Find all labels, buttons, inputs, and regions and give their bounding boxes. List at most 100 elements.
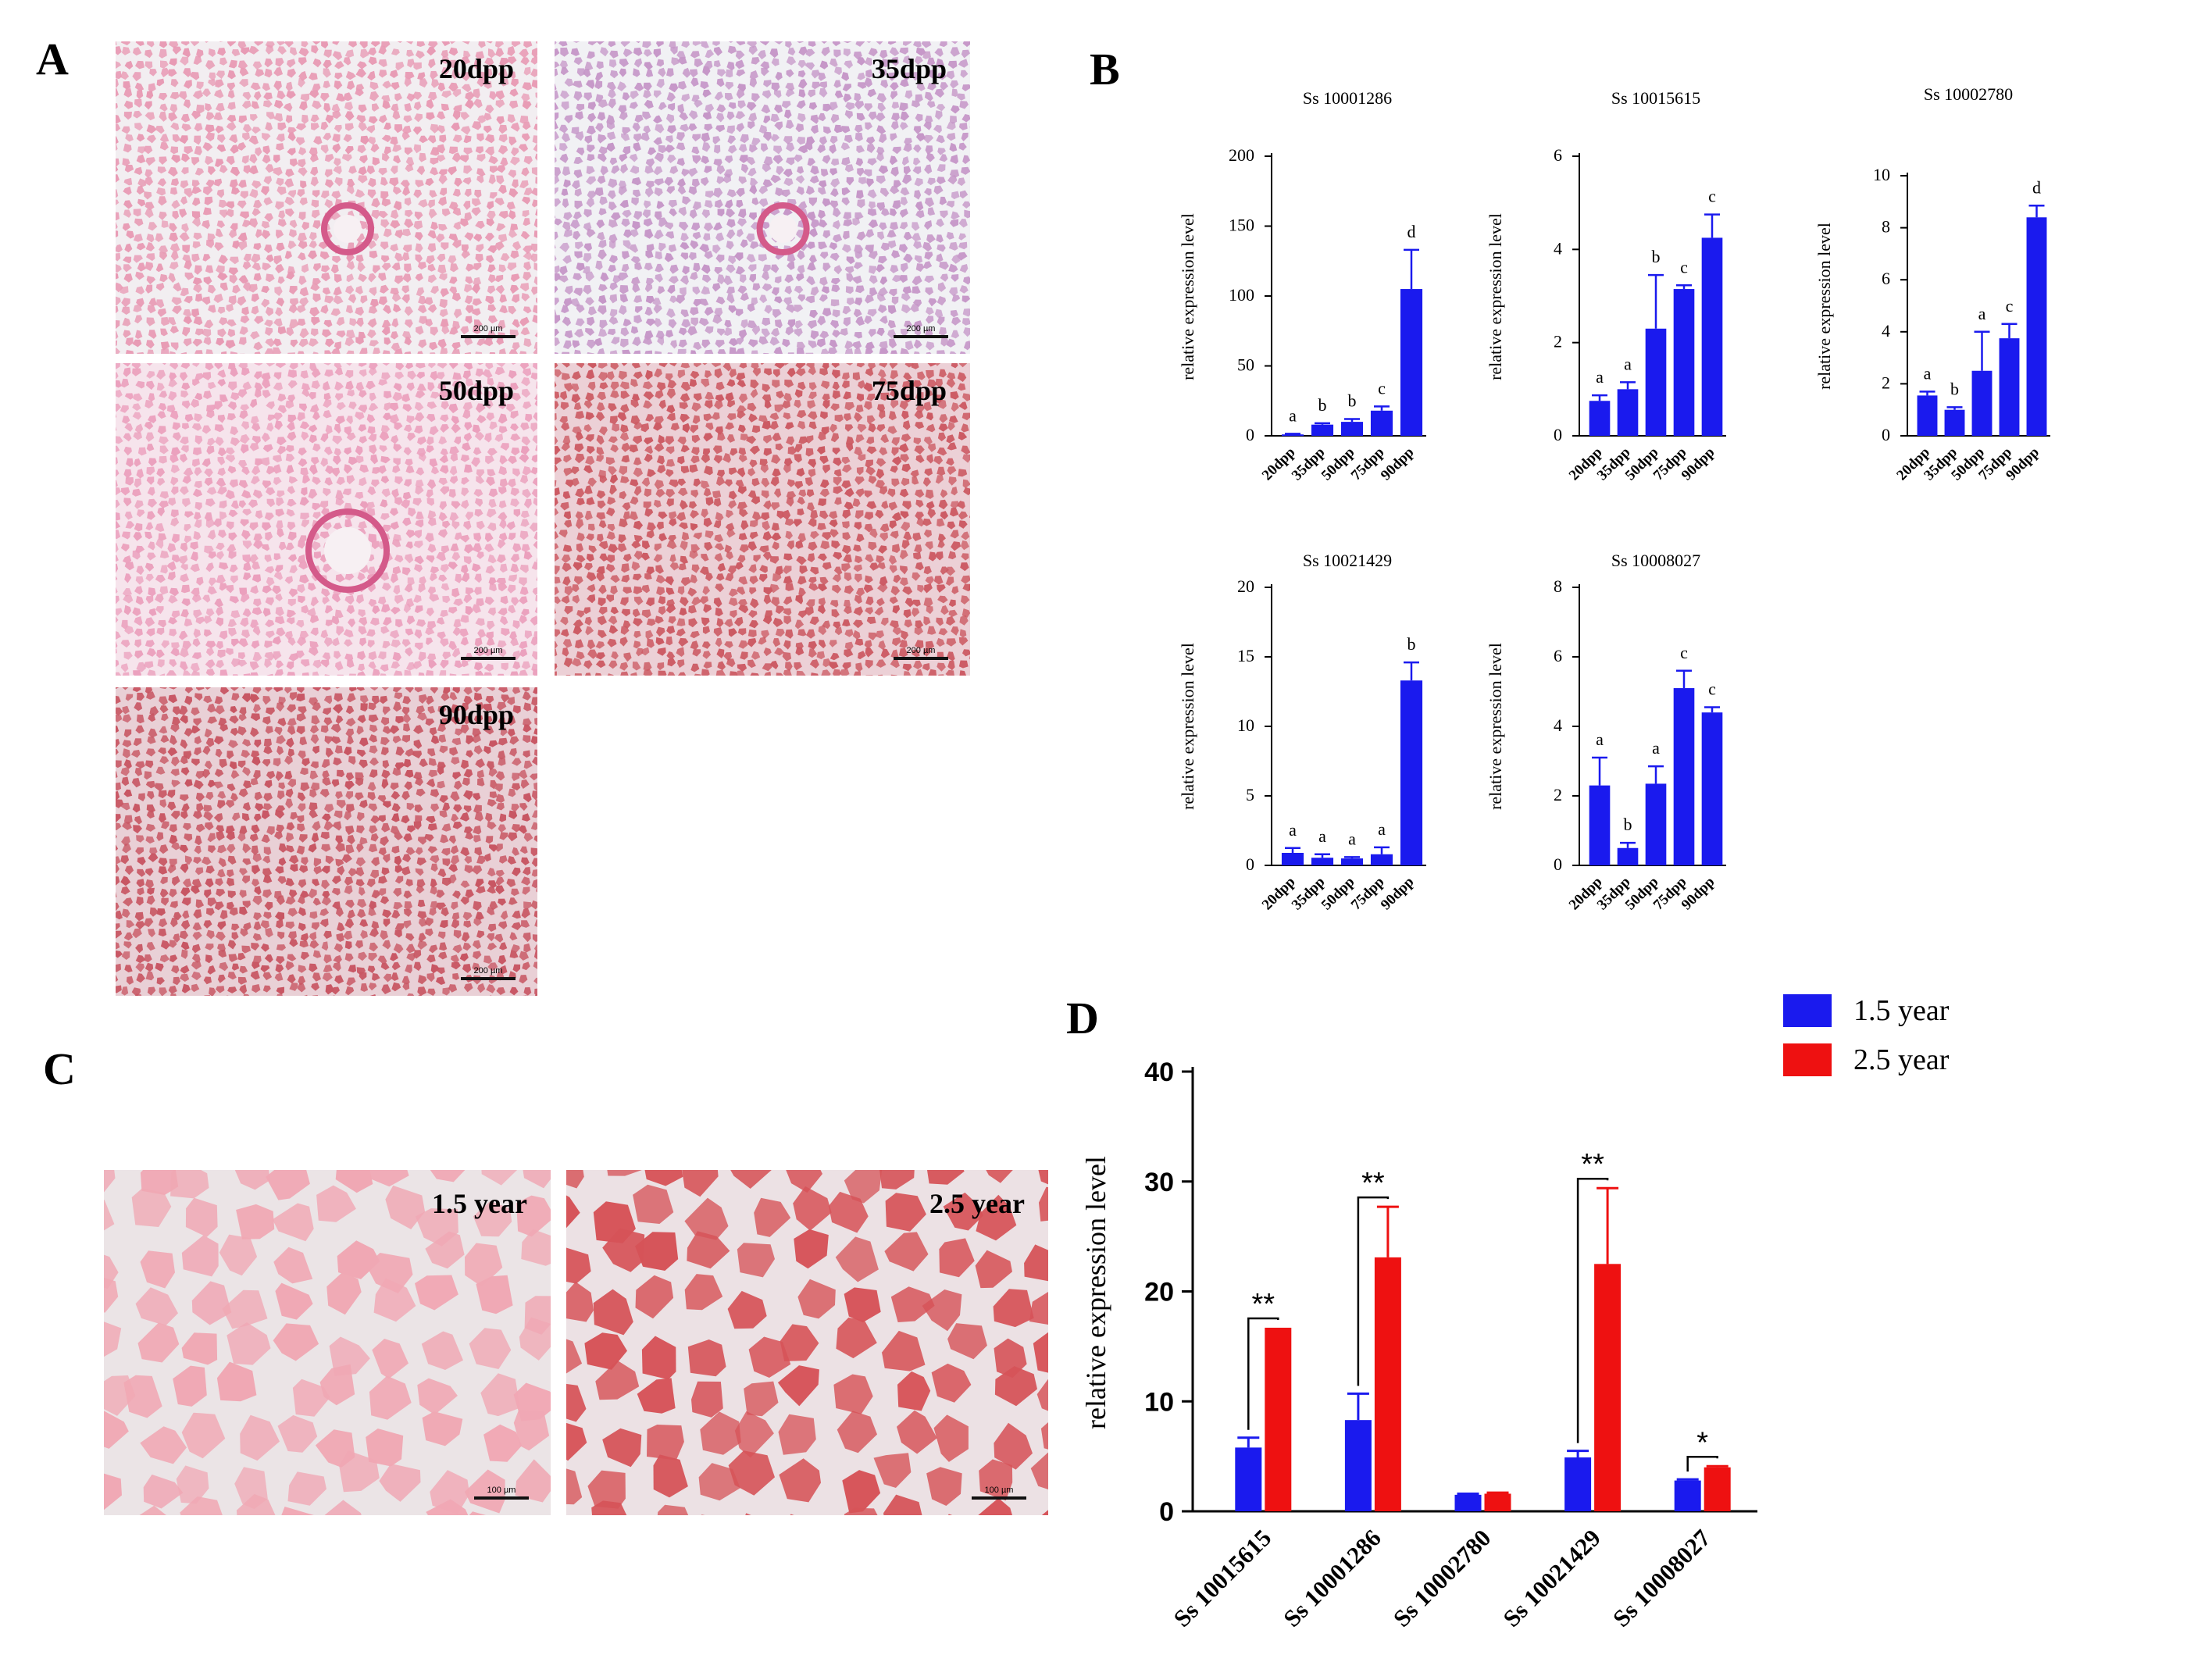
micrograph-20dpp: 20dpp 200 µm [116,41,537,354]
significance-letter: b [1318,395,1327,415]
significance-letter: b [1407,634,1416,654]
bar [1344,1420,1372,1511]
micrograph-label: 75dpp [871,375,947,406]
bar [1617,389,1639,436]
bar [1673,688,1695,865]
y-tick-label: 20 [1144,1278,1174,1307]
y-tick-label: 4 [1554,715,1562,735]
chart-title: Ss 10015615 [1611,88,1700,108]
bar [1281,434,1304,437]
bar [1701,712,1723,865]
significance-letter: a [1924,363,1932,383]
x-tick-label: 75dpp [1348,874,1388,914]
x-tick-label: 35dpp [1289,444,1329,484]
x-tick-label: Ss 10015615 [1168,1524,1277,1632]
legend-item-2-5-year: 2.5 year [1783,1043,1949,1077]
micrograph-75dpp: 75dpp 200 µm [555,363,970,676]
significance-marker: ** [1581,1148,1604,1181]
x-tick-label: 20dpp [1259,444,1299,484]
scale-bar: 200 µm [894,324,948,338]
scale-bar: 200 µm [461,646,516,660]
y-axis-label: relative expression level [1178,213,1197,380]
panel-letter-b: B [1090,44,1120,95]
bar [1594,1264,1622,1511]
panel-letter-c: C [43,1043,76,1094]
y-tick-label: 0 [1882,425,1890,444]
significance-letter: a [1596,367,1604,387]
significance-letter: a [1318,826,1326,846]
y-tick-label: 4 [1554,238,1562,258]
y-tick-label: 150 [1229,216,1254,235]
bar [1311,424,1334,436]
y-tick-label: 2 [1554,785,1562,804]
y-tick-label: 0 [1159,1497,1174,1527]
bar [1674,1480,1701,1511]
y-tick-label: 2 [1554,332,1562,351]
y-tick-label: 10 [1873,165,1890,184]
bar [1944,409,1965,436]
significance-letter: b [1950,379,1959,398]
chart-title: Ss 10021429 [1303,551,1392,570]
x-tick-label: Ss 10001286 [1278,1524,1386,1632]
x-tick-label: 90dpp [1679,444,1718,484]
scale-bar: 100 µm [972,1486,1026,1500]
micrograph-35dpp: 35dpp 200 µm [555,41,970,354]
significance-marker: * [1696,1426,1708,1459]
bar [1589,785,1611,865]
bar [1617,847,1639,865]
bar [1564,1457,1592,1511]
bar [1340,422,1364,436]
significance-letter: c [1378,378,1386,398]
significance-bracket [1357,1196,1390,1386]
micrograph-1-5-year: 1.5 year 100 µm [104,1170,551,1515]
micrograph-90dpp: 90dpp 200 µm [116,687,537,996]
chart-title: Ss 10008027 [1611,551,1700,570]
bar [1673,289,1695,436]
legend-label: 1.5 year [1853,994,1950,1027]
significance-letter: c [1708,679,1716,699]
significance-letter: b [1348,391,1357,411]
micrograph-label: 90dpp [438,699,514,730]
y-tick-label: 10 [1144,1387,1174,1417]
y-axis-label: relative expression level [1080,1156,1111,1429]
significance-letter: a [1624,354,1632,373]
micrograph-label: 35dpp [871,53,947,84]
legend-label: 2.5 year [1853,1043,1950,1076]
panel-letter-a: A [36,34,69,84]
y-tick-label: 0 [1554,854,1562,874]
panel-letter-d: D [1066,993,1099,1043]
significance-letter: b [1624,815,1632,834]
significance-letter: a [1596,729,1604,749]
bar [1704,1467,1731,1511]
bar [1645,328,1667,436]
y-tick-label: 8 [1882,217,1890,237]
bar [1484,1493,1511,1511]
bar [1235,1447,1262,1511]
significance-letter: a [1652,738,1660,758]
x-tick-label: 35dpp [1289,874,1329,914]
y-tick-label: 100 [1229,285,1254,305]
y-tick-label: 0 [1246,425,1254,444]
y-axis-label: relative expression level [1814,223,1834,390]
x-tick-label: 50dpp [1318,874,1358,914]
micrograph-2-5-year: 2.5 year 100 µm [566,1170,1048,1515]
small-chart-3: 0 5 10 15 20 a 20dpp a 35dpp a 50dpp a 75dpp b 90dpp Ss… [1178,551,1426,913]
tissue-texture [104,1170,551,1515]
y-axis-label: relative expression level [1486,213,1505,380]
significance-letter: b [1652,247,1661,266]
y-tick-label: 6 [1554,646,1562,665]
scale-bar: 100 µm [474,1486,529,1500]
significance-bracket [1686,1456,1718,1472]
x-tick-label: Ss 10002780 [1388,1524,1497,1632]
micrograph-label: 2.5 year [929,1188,1025,1219]
bar [1971,370,1993,436]
significance-letter: a [1289,820,1297,840]
significance-letter: d [1407,222,1416,241]
x-tick-label: 50dpp [1318,444,1358,484]
scale-bar: 200 µm [461,324,516,338]
significance-letter: a [1289,405,1297,425]
micrograph-label: 20dpp [438,53,514,84]
significance-bracket [1247,1317,1279,1430]
y-tick-label: 200 [1229,145,1254,165]
